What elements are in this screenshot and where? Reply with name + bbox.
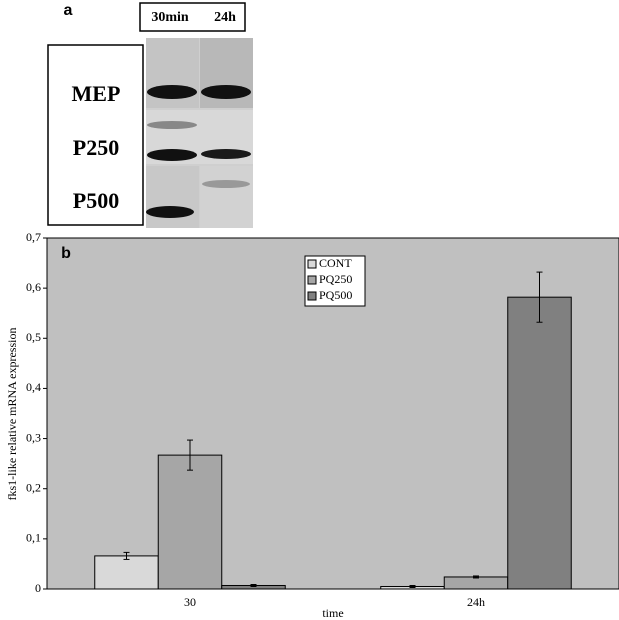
- y-tick-label: 0,4: [26, 380, 41, 394]
- y-tick-label: 0,6: [26, 280, 41, 294]
- error-bar: [473, 575, 479, 579]
- y-tick-label: 0,7: [26, 230, 41, 244]
- bar: [507, 296, 572, 590]
- row-label: P500: [73, 188, 119, 213]
- legend-swatch: [307, 291, 317, 301]
- y-tick-label: 0,3: [26, 430, 41, 444]
- row-label-box: [47, 44, 144, 226]
- column-label: 24h: [214, 10, 236, 25]
- error-bar: [250, 583, 257, 587]
- y-tick-label: 0,5: [26, 330, 41, 344]
- legend-swatch: [307, 259, 317, 269]
- legend-label: PQ250: [319, 272, 352, 286]
- y-tick-label: 0: [35, 581, 41, 595]
- x-axis-label: time: [322, 606, 343, 620]
- bar: [157, 454, 223, 590]
- bar: [443, 576, 509, 590]
- y-axis-label: fks1-like relative mRNA expression: [5, 328, 19, 501]
- error-bar: [409, 584, 416, 588]
- column-header-box: [139, 2, 246, 32]
- bar: [94, 555, 159, 590]
- gel-image: [146, 38, 253, 228]
- legend-label: CONT: [319, 256, 352, 270]
- legend-swatch: [307, 275, 317, 285]
- panel-label: b: [61, 245, 71, 262]
- legend-label: PQ500: [319, 288, 352, 302]
- x-tick-label: 24h: [467, 595, 485, 609]
- y-tick-label: 0,2: [26, 480, 41, 494]
- error-bar: [123, 551, 130, 560]
- column-label: 30min: [151, 10, 189, 25]
- error-bar: [536, 271, 543, 323]
- x-tick-label: 30: [184, 595, 196, 609]
- row-label: P250: [73, 135, 119, 160]
- row-label: MEP: [72, 81, 121, 106]
- error-bar: [187, 439, 193, 471]
- panel-label: a: [64, 2, 73, 19]
- y-tick-label: 0,1: [26, 531, 41, 545]
